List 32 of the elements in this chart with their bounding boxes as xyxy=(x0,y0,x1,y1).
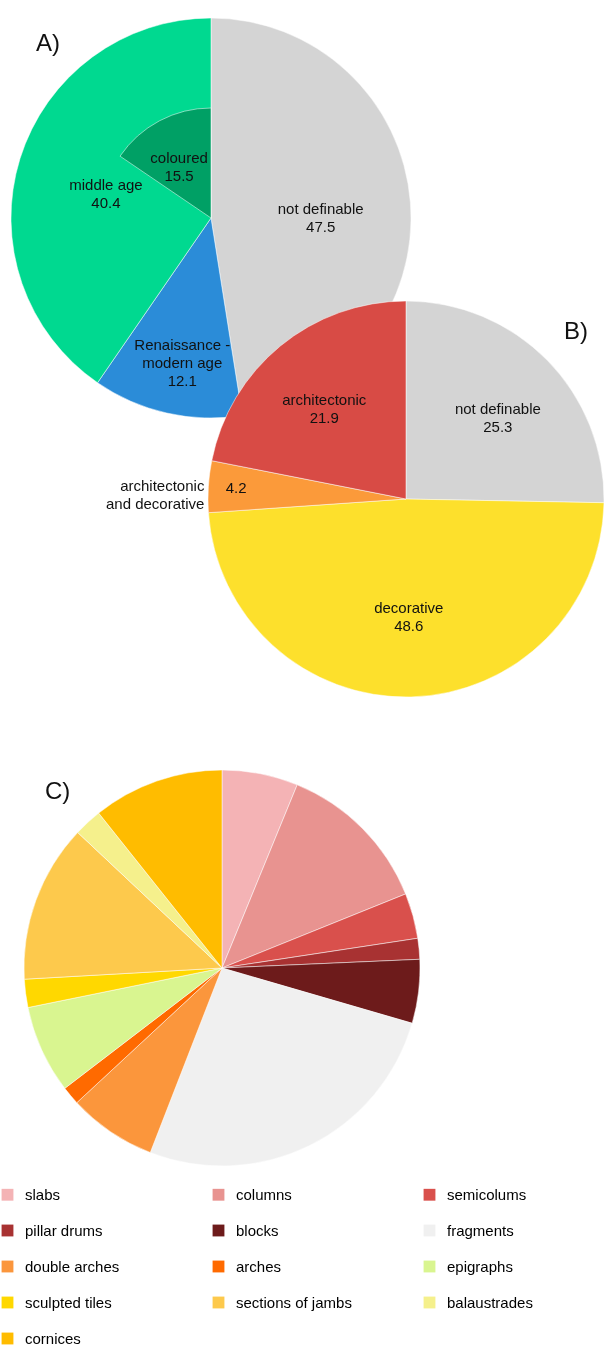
data-label: 25.3 xyxy=(483,417,513,435)
legend-label: sculpted tiles xyxy=(25,1293,112,1311)
data-label: 21.9 xyxy=(309,408,339,426)
legend-label: columns xyxy=(236,1185,292,1203)
slice-label: architectonic xyxy=(282,390,367,408)
slice-label: Renaissance - modern age xyxy=(134,335,231,371)
legend-label: pillar drums xyxy=(25,1221,103,1239)
text: B) xyxy=(564,317,588,344)
slice-label: coloured xyxy=(150,148,208,166)
legend-label: semicolums xyxy=(447,1185,527,1203)
data-label: 48.6 xyxy=(394,616,424,634)
slice-label: middle age xyxy=(69,176,143,194)
slice-label: not definable xyxy=(277,200,364,218)
data-label: 15.5 xyxy=(164,166,194,184)
data-label: 4.2 xyxy=(225,479,247,497)
legend-label: cornices xyxy=(25,1329,81,1347)
data-label: 40.4 xyxy=(91,194,121,212)
slice-label: decorative xyxy=(374,598,444,616)
legend-label: sections of jambs xyxy=(236,1293,352,1311)
data-label: 12.1 xyxy=(167,371,197,389)
legend-label: slabs xyxy=(25,1185,61,1203)
chart-title: C) xyxy=(45,777,71,804)
legend-label: arches xyxy=(236,1257,282,1275)
slice-label: not definable xyxy=(454,399,541,417)
legend-label: balaustrades xyxy=(447,1293,533,1311)
text: A) xyxy=(36,29,60,56)
legend-label: double arches xyxy=(25,1257,120,1275)
legend-label: fragments xyxy=(447,1221,514,1239)
data-label: 47.5 xyxy=(306,218,336,236)
legend-label: epigraphs xyxy=(447,1257,513,1275)
slice-label: architectonic and decorative xyxy=(105,477,205,513)
legend-label: blocks xyxy=(236,1221,279,1239)
